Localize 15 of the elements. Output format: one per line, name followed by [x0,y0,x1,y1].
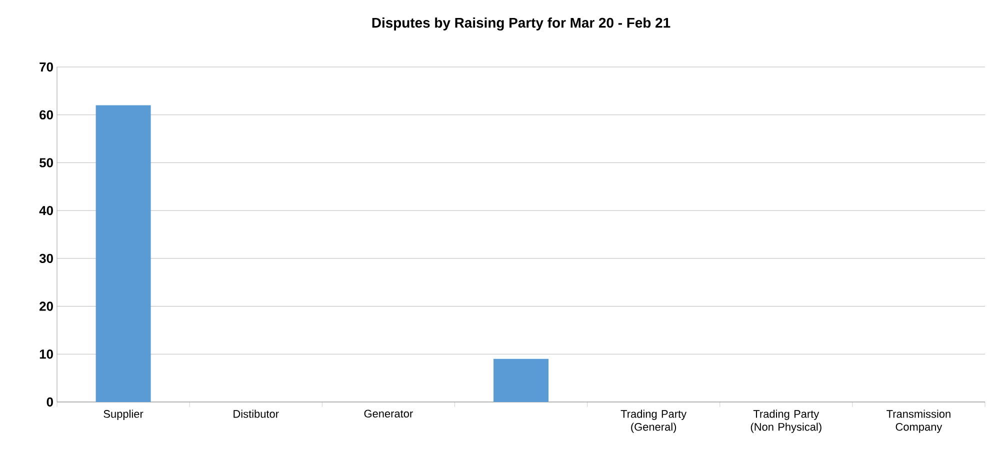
y-tick-label: 10 [40,350,53,359]
chart-title: Disputes by Raising Party for Mar 20 - Feb 21 [372,17,670,31]
x-tick-label: Supplier [104,410,144,420]
x-tick-label: Transmission Company [886,410,950,433]
x-tick-label: Generator [364,410,413,418]
y-tick-label: 70 [40,62,53,72]
x-tick-label: Distibutor [234,410,279,418]
y-tick-label: 40 [39,206,53,216]
x-tick-label: Trading Party (Non Physical) [750,410,822,433]
x-tick-label: Trading Party (General) [620,410,687,433]
y-tick-label: 30 [39,254,53,264]
y-tick-label: 0 [46,397,53,407]
y-tick-label: 60 [40,110,53,120]
y-tick-label: 20 [40,302,53,311]
y-tick-label: 50 [39,158,53,168]
